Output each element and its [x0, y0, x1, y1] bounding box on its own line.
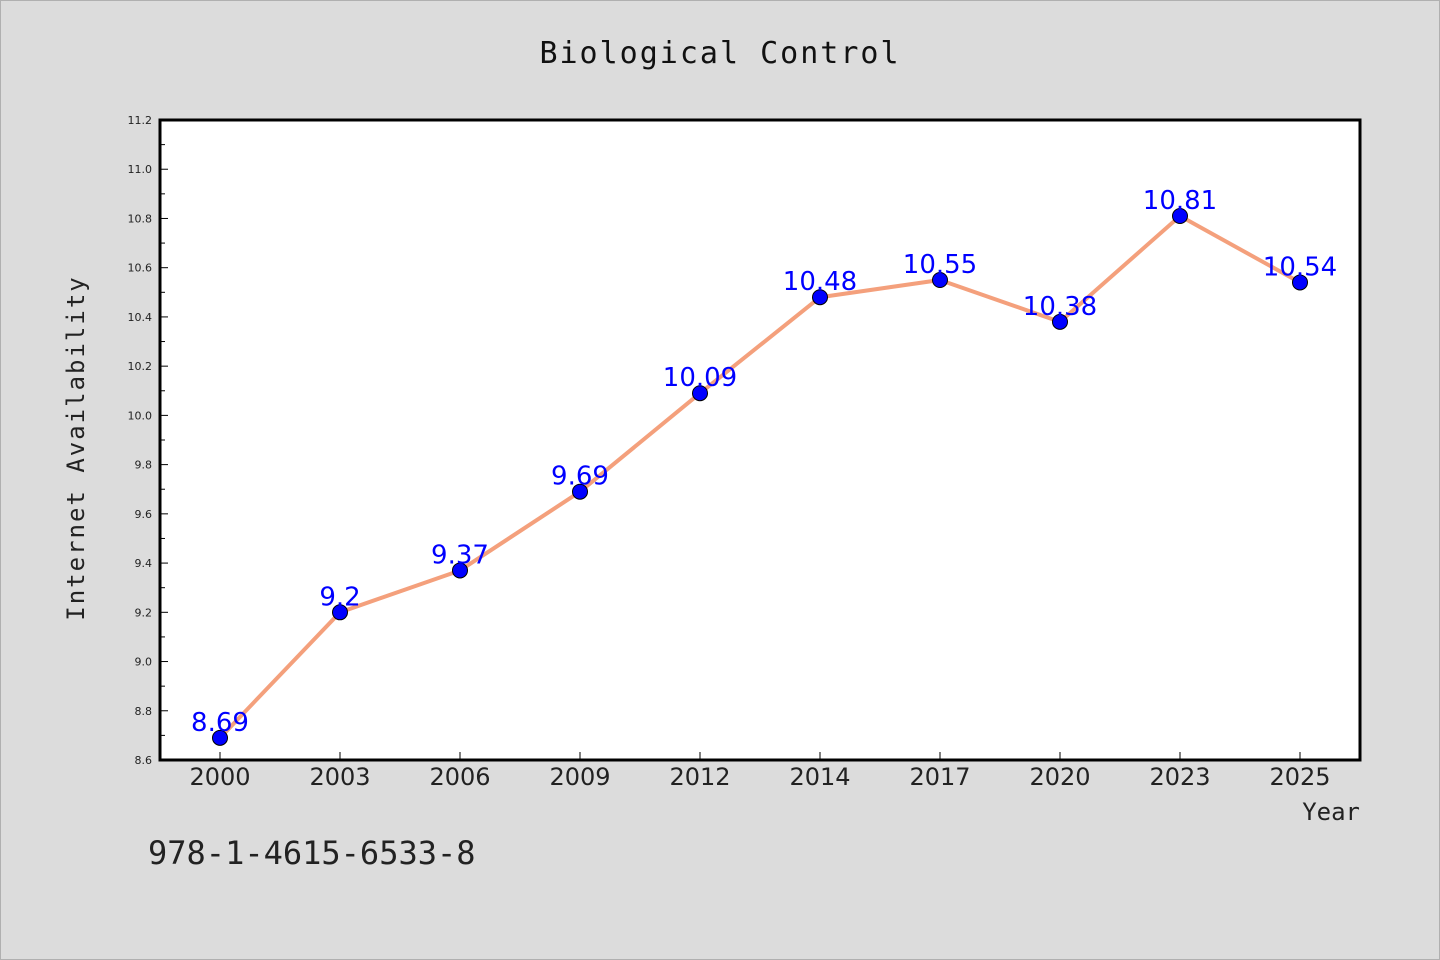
y-tick-label: 10.4 — [128, 311, 153, 324]
y-tick-label: 8.6 — [135, 754, 153, 767]
y-tick-label: 10.6 — [128, 262, 153, 275]
data-point — [332, 604, 348, 621]
data-label: 10.09 — [663, 363, 737, 393]
x-tick-label: 2023 — [1149, 763, 1210, 791]
x-tick-label: 2000 — [189, 763, 250, 791]
y-tick-label: 11.2 — [128, 114, 153, 127]
data-point — [1172, 208, 1188, 224]
data-point — [452, 562, 468, 579]
y-tick-label: 8.8 — [135, 705, 153, 718]
x-tick-label: 2014 — [789, 763, 850, 791]
data-point — [1292, 274, 1308, 291]
x-tick-label: 2017 — [909, 763, 970, 791]
data-label: 9.2 — [319, 582, 360, 612]
y-tick-label: 9.6 — [135, 508, 153, 521]
chart-title: Biological Control — [539, 36, 900, 71]
x-tick-label: 2006 — [429, 763, 490, 791]
data-label: 10.38 — [1023, 292, 1097, 322]
y-tick-label: 10.0 — [128, 409, 153, 422]
data-point — [692, 385, 708, 402]
data-point — [932, 272, 948, 288]
data-point — [1052, 313, 1068, 330]
x-axis-ticks: 2000 2003 2006 2009 2012 2014 2017 2020 2023 2025 — [189, 752, 1331, 791]
y-axis-ticks: 8.6 8.8 9.0 9.2 9.4 9.6 9.8 10.0 10.2 10.4 10.6 10.… — [128, 114, 168, 767]
data-point — [572, 483, 588, 500]
y-tick-label: 9.8 — [135, 459, 153, 472]
data-label: 8.69 — [191, 708, 249, 738]
data-point — [212, 729, 228, 746]
x-tick-label: 2020 — [1029, 763, 1090, 791]
y-tick-label: 10.8 — [128, 212, 153, 225]
plot-area — [158, 118, 1362, 762]
x-axis-label: Year — [1302, 798, 1360, 826]
data-label: 9.37 — [431, 540, 489, 570]
y-tick-label: 10.2 — [128, 360, 153, 373]
series-group: 8.69 9.2 9.37 9.69 10.09 10.48 10.55 10.38 10.81… — [191, 186, 1337, 746]
x-tick-label: 2025 — [1269, 763, 1330, 791]
y-axis-label: Internet Availability — [62, 275, 90, 620]
y-tick-label: 9.4 — [135, 557, 153, 570]
data-label: 9.69 — [551, 462, 609, 492]
data-point — [812, 289, 828, 306]
data-label: 10.48 — [783, 267, 857, 297]
x-tick-label: 2012 — [669, 763, 730, 791]
x-tick-label: 2003 — [309, 763, 370, 791]
data-label: 10.81 — [1143, 186, 1217, 216]
x-tick-label: 2009 — [549, 763, 610, 791]
data-label: 10.55 — [903, 250, 977, 280]
y-tick-label: 9.2 — [135, 606, 153, 619]
y-tick-label: 9.0 — [135, 656, 153, 669]
footnote: 978-1-4615-6533-8 — [148, 834, 476, 872]
data-label: 10.54 — [1263, 252, 1337, 282]
series-line — [218, 214, 1301, 740]
y-tick-label: 11.0 — [128, 163, 153, 176]
